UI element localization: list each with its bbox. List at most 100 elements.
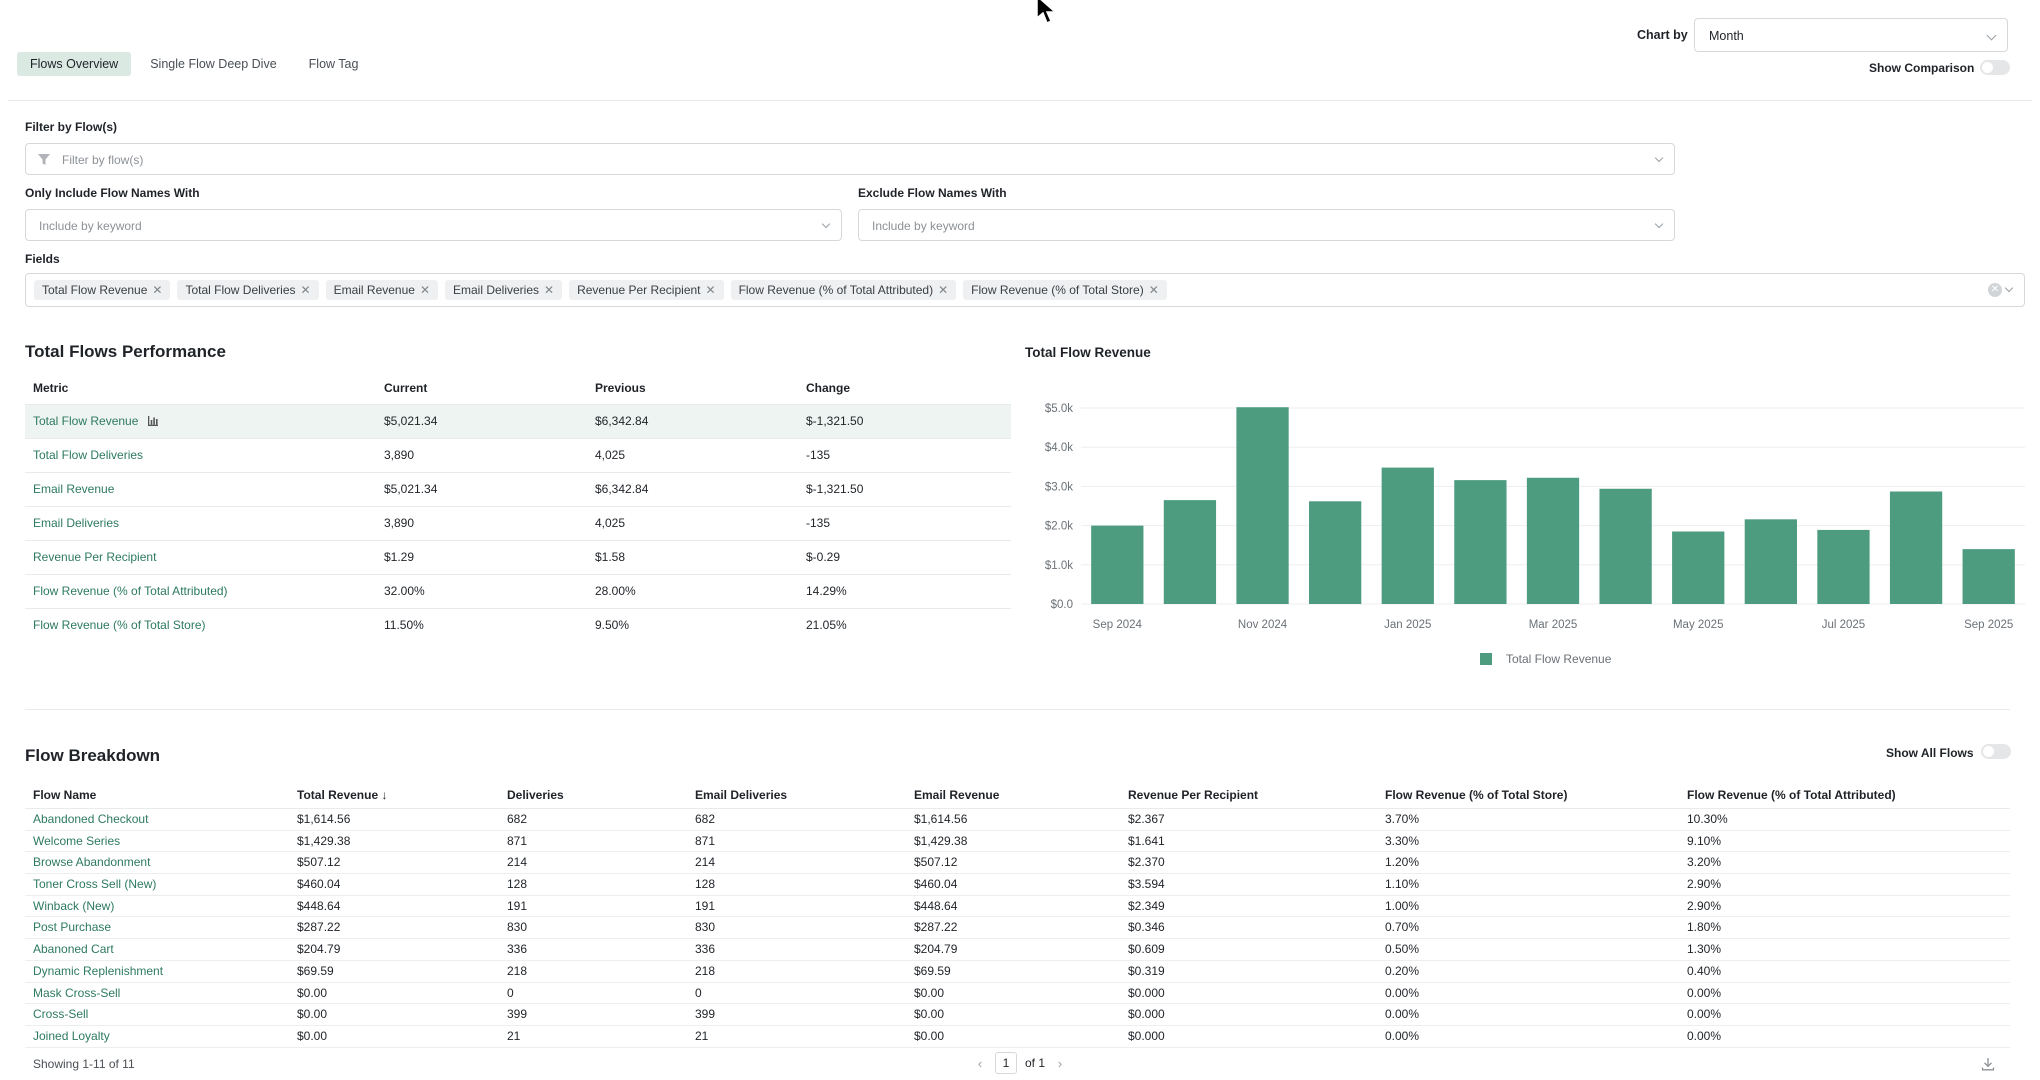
flow-name-link[interactable]: Mask Cross-Sell xyxy=(33,985,121,1000)
change-cell: 21.05% xyxy=(806,618,847,632)
metric-link[interactable]: Total Flow Revenue xyxy=(33,414,139,428)
table-cell: 336 xyxy=(695,942,716,957)
table-cell: $69.59 xyxy=(297,963,334,978)
metric-link[interactable]: Flow Revenue (% of Total Store) xyxy=(33,618,206,632)
flow-name-link[interactable]: Toner Cross Sell (New) xyxy=(33,877,157,892)
section-divider xyxy=(25,709,2010,710)
metric-cell: Flow Revenue (% of Total Attributed) xyxy=(25,575,376,608)
flow-name-link[interactable]: Joined Loyalty xyxy=(33,1028,110,1043)
bar-dec-2024[interactable] xyxy=(1309,501,1362,604)
flow-name-link[interactable]: Post Purchase xyxy=(33,920,112,935)
remove-icon[interactable]: ✕ xyxy=(152,283,163,297)
bar-apr-2025[interactable] xyxy=(1599,488,1652,604)
flow-name-link[interactable]: Abanoned Cart xyxy=(33,942,114,957)
bar-may-2025[interactable] xyxy=(1672,531,1725,604)
bar-aug-2025[interactable] xyxy=(1889,491,1943,604)
chevron-right-icon[interactable]: › xyxy=(1057,1055,1063,1071)
remove-icon[interactable]: ✕ xyxy=(544,283,555,297)
bar-feb-2025[interactable] xyxy=(1454,480,1507,604)
exclude-keyword-input[interactable]: Include by keyword xyxy=(858,209,1675,241)
mouse-cursor-icon xyxy=(1036,0,1057,25)
metric-link[interactable]: Email Revenue xyxy=(33,482,115,496)
x-tick-label: Jan 2025 xyxy=(1384,619,1431,631)
remove-icon[interactable]: ✕ xyxy=(705,283,716,297)
filter-flows-input[interactable]: Filter by flow(s) xyxy=(25,143,1675,175)
table-cell: 0.00% xyxy=(1687,1028,1722,1043)
table-row: Joined Loyalty $0.00 21 21 $0.00 $0.000 0.00% 0… xyxy=(25,1026,2010,1048)
col-total-revenue[interactable]: Total Revenue ↓ xyxy=(297,788,388,802)
bar-chart-icon[interactable] xyxy=(148,416,159,426)
change-cell: -135 xyxy=(806,516,831,530)
include-keyword-input[interactable]: Include by keyword xyxy=(25,209,842,241)
bar-jun-2025[interactable] xyxy=(1744,519,1797,604)
field-chip: Total Flow Deliveries ✕ xyxy=(177,280,319,300)
page-number-input[interactable]: 1 xyxy=(995,1052,1017,1074)
table-cell: $0.000 xyxy=(1128,1028,1165,1043)
current-cell: 32.00% xyxy=(384,584,425,598)
tab-flow-tag[interactable]: Flow Tag xyxy=(308,57,359,71)
bar-jul-2025[interactable] xyxy=(1817,529,1870,604)
remove-icon[interactable]: ✕ xyxy=(419,283,430,297)
flow-name-cell: Cross-Sell xyxy=(25,1004,289,1025)
filter-flows-placeholder: Filter by flow(s) xyxy=(62,153,144,167)
clear-icon[interactable]: ✕ xyxy=(1988,283,2002,297)
flow-name-cell: Abandoned Checkout xyxy=(25,809,289,830)
table-cell: 218 xyxy=(695,963,716,978)
field-chip-label: Total Flow Deliveries xyxy=(185,283,296,297)
metric-link[interactable]: Email Deliveries xyxy=(33,516,120,530)
download-icon[interactable] xyxy=(1981,1057,1995,1071)
table-cell: 1.80% xyxy=(1687,920,1722,935)
metric-link[interactable]: Flow Revenue (% of Total Attributed) xyxy=(33,584,228,598)
remove-icon[interactable]: ✕ xyxy=(938,283,949,297)
flow-name-link[interactable]: Cross-Sell xyxy=(33,1007,89,1022)
chart-by-select[interactable]: Month xyxy=(1694,18,2008,52)
bar-sep-2025[interactable] xyxy=(1962,549,2015,604)
table-cell: 3.70% xyxy=(1385,812,1420,826)
show-all-flows-toggle[interactable] xyxy=(1981,744,2011,759)
change-cell: 14.29% xyxy=(806,584,847,598)
bar-oct-2024[interactable] xyxy=(1163,500,1217,604)
bar-mar-2025[interactable] xyxy=(1526,477,1580,604)
include-placeholder: Include by keyword xyxy=(39,219,142,233)
field-chip-label: Email Revenue xyxy=(333,283,415,297)
remove-icon[interactable]: ✕ xyxy=(1148,283,1159,297)
table-cell: 128 xyxy=(695,877,716,892)
table-header: Flow Name Total Revenue ↓ Deliveries Email … xyxy=(25,781,2010,809)
metric-link[interactable]: Revenue Per Recipient xyxy=(33,550,157,564)
remove-icon[interactable]: ✕ xyxy=(300,283,311,297)
flow-name-cell: Welcome Series xyxy=(25,831,289,852)
table-cell: $507.12 xyxy=(914,855,958,870)
bar-nov-2024[interactable] xyxy=(1236,407,1289,604)
flow-name-link[interactable]: Winback (New) xyxy=(33,898,115,913)
chevron-down-icon[interactable] xyxy=(2004,283,2014,293)
tab-flows-overview[interactable]: Flows Overview xyxy=(17,52,132,76)
flow-name-link[interactable]: Browse Abandonment xyxy=(33,855,151,870)
metric-cell: Total Flow Deliveries xyxy=(25,439,376,472)
table-cell: 0 xyxy=(695,985,702,1000)
change-cell: $-1,321.50 xyxy=(806,414,864,428)
table-cell: $0.319 xyxy=(1128,963,1165,978)
legend-label[interactable]: Total Flow Revenue xyxy=(1506,652,1612,666)
chevron-left-icon[interactable]: ‹ xyxy=(977,1055,983,1071)
bar-sep-2024[interactable] xyxy=(1091,525,1144,604)
show-comparison-toggle[interactable] xyxy=(1980,60,2010,75)
col-flow-name: Flow Name xyxy=(33,788,97,802)
table-row: Flow Revenue (% of Total Attributed) 32.… xyxy=(25,575,1011,609)
flow-name-link[interactable]: Welcome Series xyxy=(33,833,121,848)
flow-name-link[interactable]: Abandoned Checkout xyxy=(33,812,149,826)
current-cell: 3,890 xyxy=(384,448,415,462)
flow-name-link[interactable]: Dynamic Replenishment xyxy=(33,963,164,978)
col-previous: Previous xyxy=(595,381,646,395)
metric-link[interactable]: Total Flow Deliveries xyxy=(33,448,144,462)
tab-single-flow-deep-dive[interactable]: Single Flow Deep Dive xyxy=(150,57,277,71)
bar-jan-2025[interactable] xyxy=(1381,467,1434,604)
fields-multiselect[interactable]: Total Flow Revenue ✕ Total Flow Deliverie… xyxy=(25,273,2025,307)
table-cell: $448.64 xyxy=(297,898,341,913)
x-tick-label: Sep 2025 xyxy=(1964,619,2013,631)
metric-cell: Email Revenue xyxy=(25,473,376,506)
table-cell: 0.00% xyxy=(1385,1007,1420,1022)
previous-cell: $1.58 xyxy=(595,550,626,564)
table-cell: 1.30% xyxy=(1687,942,1722,957)
y-tick-label: $3.0k xyxy=(1045,481,1073,493)
breakdown-title: Flow Breakdown xyxy=(25,746,161,765)
